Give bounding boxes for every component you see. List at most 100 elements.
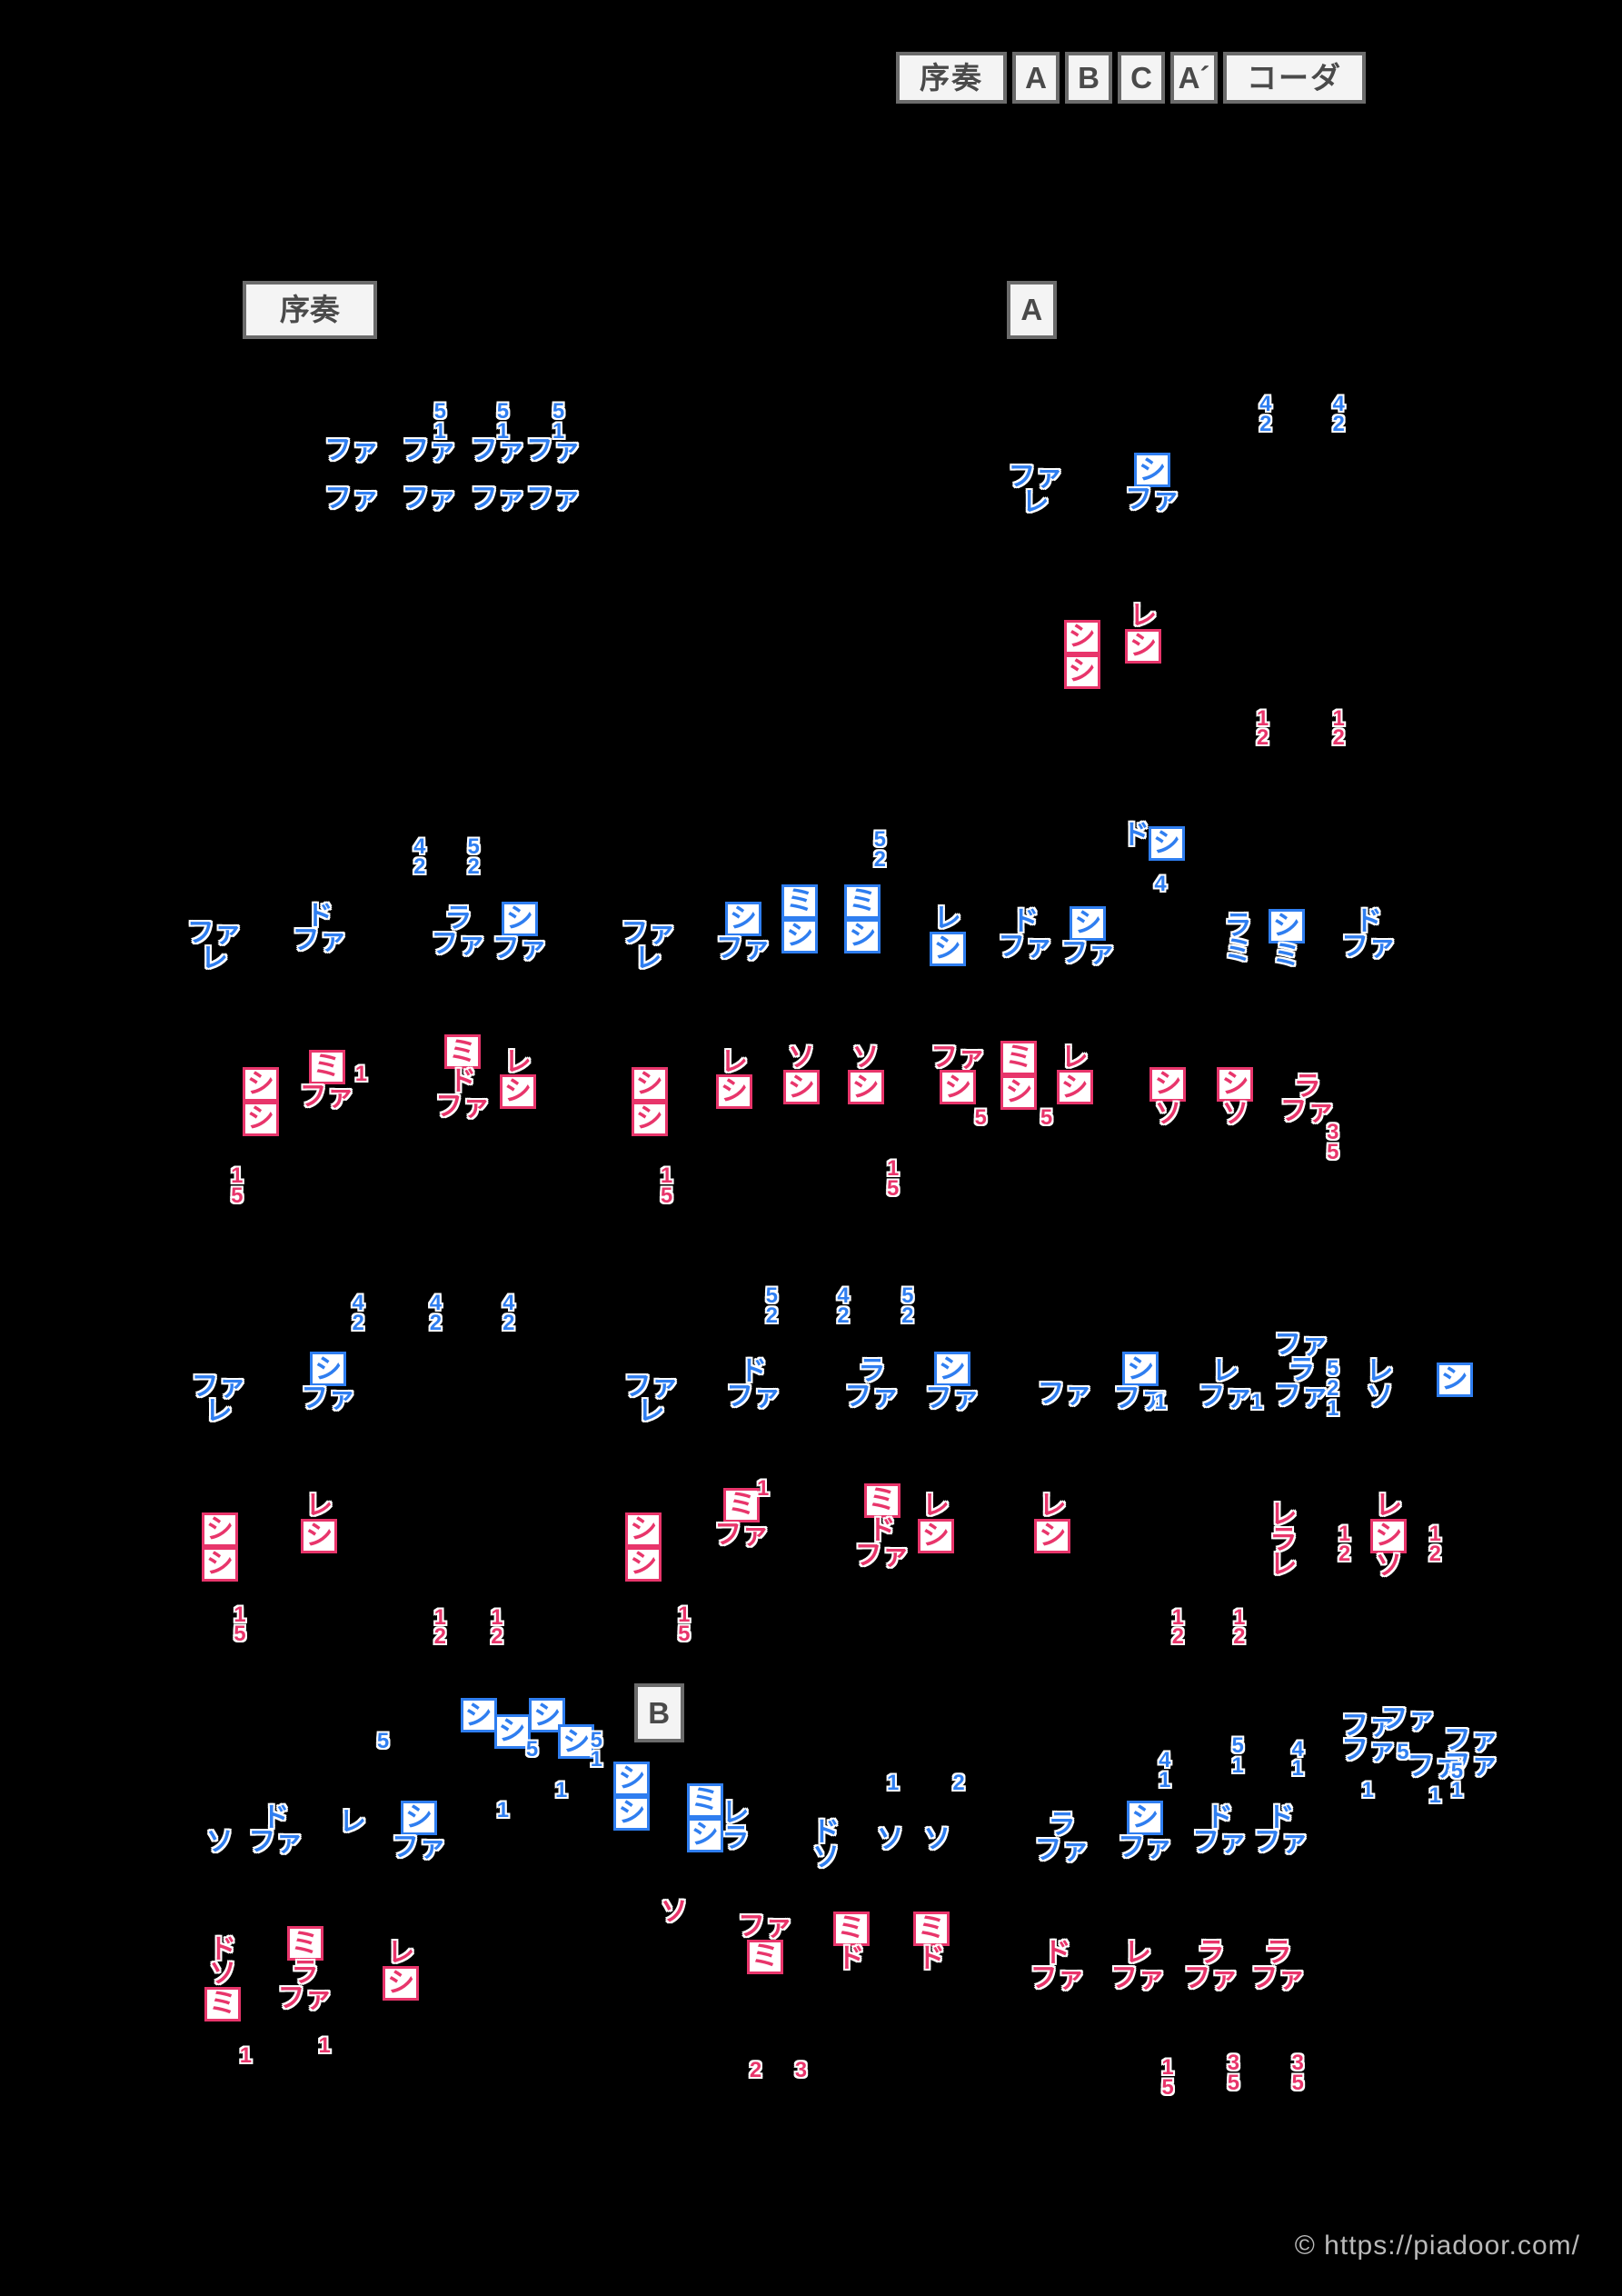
note-stack: ドファ [998,906,1053,962]
note-white-key: ソ [660,1897,688,1928]
note-white-key: ファ [492,933,547,964]
note-stack: シ [493,1714,531,1750]
footer-credit: © https://piadoor.com/ [1294,2231,1580,2261]
note-white-key: レ [1021,486,1050,517]
note-stack: ファ [324,437,379,464]
note-white-key: レ [305,1491,333,1522]
legend-chip-0[interactable]: 序奏 [896,52,1007,104]
note-stack: レシ [917,1492,954,1553]
fingering-number: 1 [1154,1390,1167,1415]
fingering-number: 5 [974,1104,987,1130]
note-white-key: ファ [1008,462,1063,493]
fingering-number: 1 [756,1476,770,1502]
note-black-key: シ [724,902,761,937]
note-white-key: ラ [1264,1938,1292,1969]
note-stack: ソシ [782,1043,820,1105]
note-stack: ファ [470,484,525,514]
note-stack: ファ [402,484,457,514]
note-white-key: ソ [1366,1382,1394,1413]
note-white-key: ファ [1253,1827,1309,1858]
fingering-number: 5 [1040,1104,1053,1130]
note-stack: シファ [1113,1352,1168,1413]
legend-chip-2[interactable]: B [1065,52,1112,104]
note-black-key: シ [400,1801,437,1836]
note-black-key: シ [558,1724,595,1760]
fingering-number: 1 [354,1061,368,1086]
note-stack: レラ [721,1800,749,1852]
note-stack: ソシ [847,1043,884,1105]
note-stack: ミシ [844,883,881,953]
note-stack: ファレ [624,1373,679,1427]
note-white-key: レ [720,1046,748,1077]
note-stack: シ [1436,1362,1473,1397]
note-black-key: シ [1122,1352,1159,1387]
note-white-key: レ [1375,1491,1403,1522]
note-white-key: ファ [1192,1827,1248,1858]
note-white-key: ソ [812,1842,841,1872]
note-white-key: ド [837,1943,865,1974]
note-white-key: ファ [470,484,525,514]
note-white-key: レ [637,1396,665,1427]
section-mark-0: 序奏 [242,280,377,340]
note-black-key: シ [929,931,966,966]
note-white-key: ソ [923,1824,951,1854]
note-black-key: ミ [832,1912,870,1947]
note-black-key: シ [1370,1518,1408,1553]
note-stack: ミドファ [435,1034,490,1120]
note-black-key: シ [1149,1066,1187,1102]
note-black-key: シ [501,902,538,937]
legend-chip-3[interactable]: C [1118,52,1165,104]
note-white-key: ファ [726,1382,781,1413]
note-stack: シファ [1060,905,1115,966]
note-white-key: ラ [1293,1071,1321,1102]
note-black-key: シ [715,1074,752,1110]
note-white-key: ラ [1197,1938,1225,1969]
note-white-key: ファ [402,435,457,466]
note-black-key: シ [940,1070,977,1105]
note-white-key: ド [1355,906,1383,937]
note-white-key: ファ [1341,1710,1397,1741]
legend-chip-5[interactable]: コーダ [1223,52,1366,104]
note-white-key: ド [262,1802,290,1832]
note-stack: ミファ [714,1487,769,1548]
note-white-key: レ [1269,1500,1298,1531]
fingering-number: 3 [794,2058,808,2083]
note-white-key: ファ [998,931,1053,962]
note-white-key: ド [1011,906,1040,937]
note-stack: ラファ [1034,1812,1089,1863]
legend-chip-1[interactable]: A [1012,52,1060,104]
note-stack: シファ [392,1801,446,1861]
note-stack: ファ ファ [1444,1726,1498,1778]
note-black-key: ミ [308,1049,345,1084]
note-white-key: ファ [301,1383,356,1414]
note-white-key: ソ [205,1827,234,1858]
note-white-key: ファ [323,484,379,514]
note-stack: シシ [631,1066,668,1136]
note-white-key: ラ [858,1356,886,1387]
note-stack: ドソ [812,1819,841,1872]
note-white-key: ファ [1274,1330,1329,1361]
note-white-key: ファ [402,484,457,514]
note-stack: シファ [1118,1801,1172,1861]
note-black-key: ミ [1000,1040,1038,1075]
note-stack: ラミ [1225,913,1252,964]
fingering-number: 5 [525,1736,539,1762]
legend-chip-4[interactable]: A´ [1170,52,1218,104]
note-black-key: シ [383,1966,420,2002]
note-black-key: ミ [844,883,881,919]
note-white-key: レ [200,943,228,973]
note-black-key: ミ [781,883,819,919]
note-black-key: シ [613,1795,651,1831]
note-stack: シファ [301,1352,356,1414]
note-black-key: シ [460,1698,497,1733]
